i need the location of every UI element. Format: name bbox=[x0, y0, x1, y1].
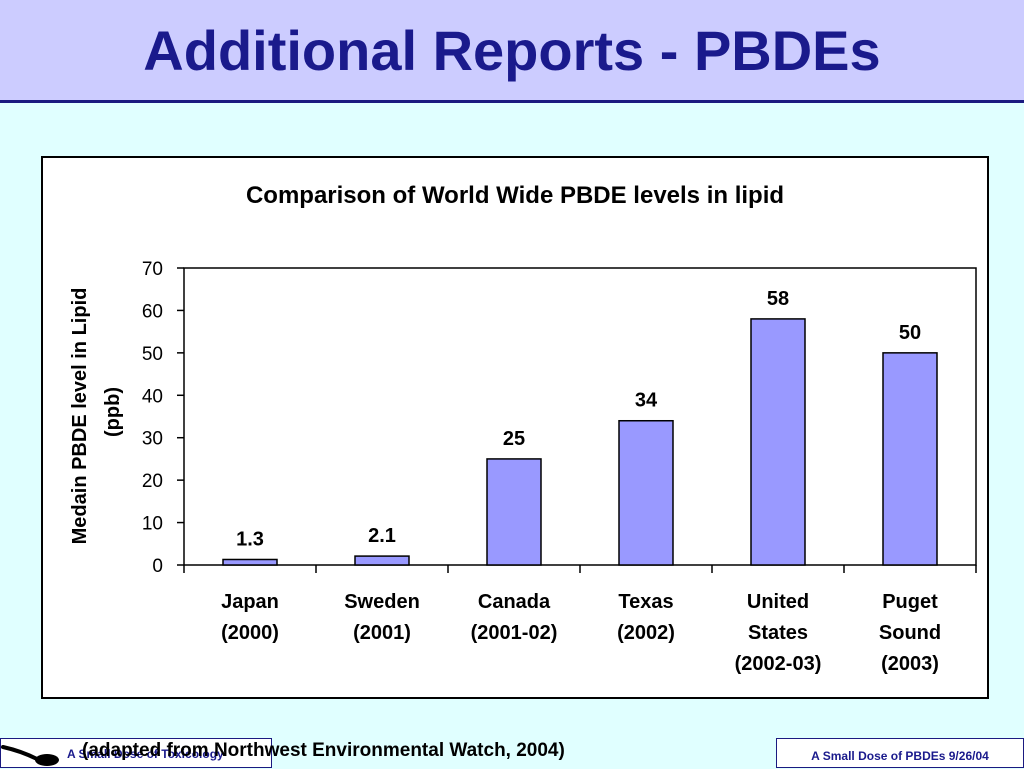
x-axis: Japan (2000) Sweden (2001) Canada (2001-02) Te… bbox=[183, 565, 977, 675]
bar bbox=[486, 458, 542, 566]
y-tick-label: 20 bbox=[142, 471, 163, 492]
y-tick-label: 10 bbox=[142, 514, 163, 535]
chart-title: Comparison of World Wide PBDE levels in … bbox=[246, 182, 784, 209]
footer-right-box: A Small Dose of PBDEs 9/26/04 bbox=[776, 738, 1024, 768]
x-tick-label: Sweden (2001) bbox=[344, 591, 420, 644]
bar bbox=[618, 419, 674, 566]
data-label: 25 bbox=[503, 428, 525, 450]
y-axis: 0 10 20 30 40 50 60 70 bbox=[142, 259, 184, 577]
data-label: 58 bbox=[767, 288, 789, 310]
y-tick-label: 70 bbox=[142, 259, 163, 280]
x-tick-label: Puget Sound (2003) bbox=[879, 591, 941, 675]
y-tick-label: 60 bbox=[142, 301, 163, 322]
chart-container bbox=[41, 156, 989, 699]
data-label: 34 bbox=[635, 390, 658, 412]
x-tick-label: Texas (2002) bbox=[617, 591, 675, 644]
footer-left-box: A Small Dose of Toxicology bbox=[0, 738, 272, 768]
x-tick-label: United States (2002-03) bbox=[735, 591, 822, 675]
data-label: 50 bbox=[899, 322, 921, 344]
bars bbox=[222, 318, 938, 566]
y-tick-label: 40 bbox=[142, 386, 163, 407]
bar bbox=[750, 318, 806, 566]
bar bbox=[222, 558, 278, 566]
y-axis-label-line1: Medain PBDE level in Lipid bbox=[69, 288, 91, 545]
plot-area bbox=[183, 267, 977, 566]
source-credit: (adapted from Northwest Environmental Wa… bbox=[82, 740, 565, 761]
y-tick-label: 0 bbox=[152, 556, 163, 577]
footer-left-text: A Small Dose of Toxicology bbox=[67, 747, 224, 761]
x-tick-label: Japan (2000) bbox=[221, 591, 279, 644]
y-axis-label-line2: (ppb) bbox=[102, 387, 124, 437]
footer-right-text: A Small Dose of PBDEs 9/26/04 bbox=[811, 749, 989, 763]
y-tick-label: 30 bbox=[142, 429, 163, 450]
y-tick-label: 50 bbox=[142, 344, 163, 365]
data-label: 1.3 bbox=[236, 528, 264, 550]
spoon-icon bbox=[1, 745, 59, 766]
data-labels: 1.3 2.1 25 34 58 50 bbox=[236, 288, 921, 551]
bar bbox=[882, 352, 938, 566]
title-bar: Additional Reports - PBDEs bbox=[0, 0, 1024, 103]
y-axis-label: Medain PBDE level in Lipid (ppb) bbox=[69, 288, 124, 545]
x-tick-label: Canada (2001-02) bbox=[471, 591, 558, 644]
bar bbox=[354, 555, 410, 566]
page-title: Additional Reports - PBDEs bbox=[143, 19, 881, 82]
data-label: 2.1 bbox=[368, 525, 396, 547]
